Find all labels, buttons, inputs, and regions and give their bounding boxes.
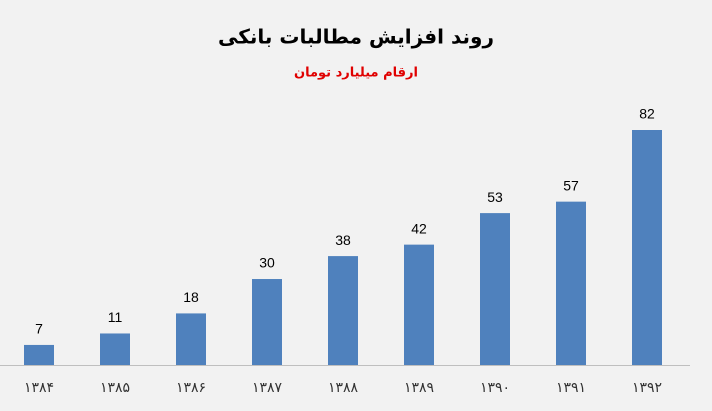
x-tick-label: ۱۳۸۸: [328, 380, 359, 396]
x-tick-label: ۱۳۹۲: [632, 380, 662, 396]
value-label: 82: [639, 106, 655, 122]
value-label: 42: [411, 220, 427, 236]
value-label: 18: [183, 289, 199, 305]
bar: [24, 344, 54, 365]
bar: [632, 130, 662, 365]
bar: [100, 333, 130, 365]
chart-subtitle: ارقام میلیارد تومان: [294, 66, 418, 81]
x-tick-label: ۱۳۹۰: [480, 380, 510, 396]
x-tick-label: ۱۳۸۹: [404, 380, 434, 396]
bar: [328, 256, 358, 365]
x-tick-label: ۱۳۸۷: [252, 380, 283, 396]
bar: [252, 279, 282, 365]
bar: [404, 244, 434, 365]
x-tick-label: ۱۳۸۵: [100, 380, 130, 396]
x-tick-label: ۱۳۸۶: [176, 380, 206, 396]
value-label: 57: [563, 177, 579, 193]
value-label: 53: [487, 189, 503, 205]
chart-title: روند افزایش مطالبات بانکی: [218, 25, 494, 49]
bar: [176, 313, 206, 365]
value-label: 30: [259, 255, 275, 271]
value-label: 7: [35, 321, 43, 337]
value-label: 11: [108, 309, 123, 325]
bar: [480, 213, 510, 365]
x-tick-label: ۱۳۸۴: [24, 380, 54, 396]
x-tick-label: ۱۳۹۱: [556, 380, 586, 396]
bar: [556, 201, 586, 365]
value-label: 38: [335, 232, 351, 248]
